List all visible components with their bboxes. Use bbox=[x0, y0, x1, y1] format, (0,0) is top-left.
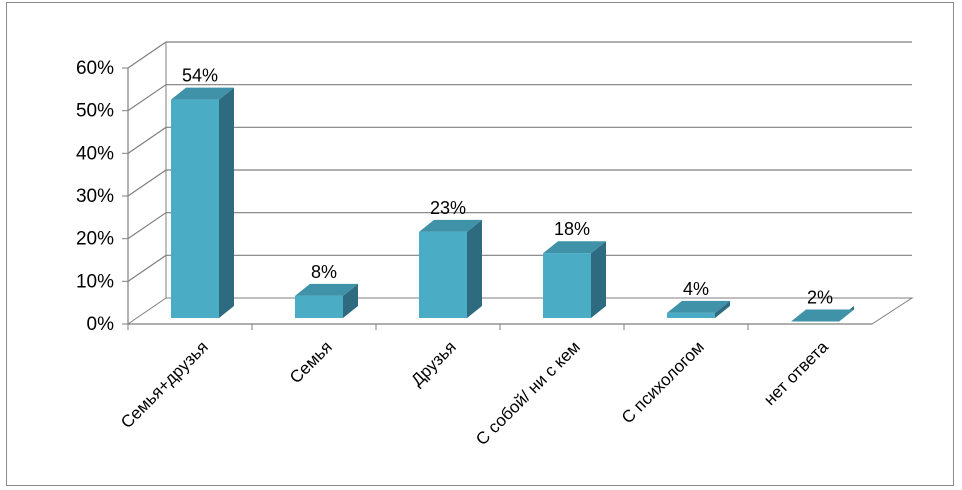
data-label: 54% bbox=[182, 66, 218, 86]
y-tick-label: 60% bbox=[76, 58, 114, 79]
bar bbox=[543, 241, 606, 318]
bar-side bbox=[591, 241, 606, 318]
bar-front bbox=[419, 231, 467, 318]
x-tick-label: Семья bbox=[286, 337, 336, 387]
data-label: 18% bbox=[554, 219, 590, 239]
bars-layer bbox=[171, 87, 854, 322]
y-tick-label: 50% bbox=[76, 101, 114, 122]
gridline bbox=[127, 41, 912, 69]
bar-front bbox=[295, 295, 343, 318]
bar bbox=[419, 219, 482, 318]
y-tick-label: 40% bbox=[76, 143, 114, 164]
bar-top bbox=[171, 87, 234, 100]
x-tick-label: нет ответа bbox=[760, 337, 832, 409]
x-tick-label: Друзья bbox=[407, 337, 459, 389]
bar-top bbox=[667, 300, 730, 313]
bar-front bbox=[171, 99, 219, 318]
bar-side bbox=[219, 87, 234, 318]
bar-front bbox=[667, 312, 715, 318]
gridline bbox=[127, 254, 912, 282]
data-labels-layer: 54% 8% 23% 18% 4% 2% bbox=[182, 66, 833, 308]
x-tick-label: С собой/ ни с кем bbox=[472, 337, 584, 449]
y-tick-label: 30% bbox=[76, 186, 114, 207]
data-label: 4% bbox=[683, 279, 709, 299]
data-label: 8% bbox=[311, 262, 337, 282]
bar-top bbox=[295, 283, 358, 296]
bar-side bbox=[467, 219, 482, 318]
bar bbox=[295, 283, 358, 318]
bar bbox=[667, 300, 730, 318]
y-tick-label: 20% bbox=[76, 229, 114, 250]
y-tick-label: 10% bbox=[76, 271, 114, 292]
bar bbox=[791, 306, 854, 322]
y-tick-label: 0% bbox=[87, 314, 115, 335]
bar-front bbox=[543, 253, 591, 318]
data-label: 23% bbox=[430, 198, 466, 218]
gridline bbox=[127, 169, 912, 197]
y-axis: 0% 10% 20% 30% 40% 50% 60% bbox=[76, 58, 128, 335]
x-tick-label: С психологом bbox=[618, 337, 708, 427]
grid-layer bbox=[126, 41, 914, 325]
bar-top bbox=[543, 241, 606, 254]
bar-top bbox=[791, 309, 854, 322]
x-axis: Семья+друзья Семья Друзья С собой/ ни с кем… bbox=[117, 324, 832, 449]
gridline bbox=[127, 84, 912, 112]
gridline bbox=[127, 126, 912, 154]
gridline bbox=[127, 212, 912, 240]
bar-top bbox=[419, 219, 482, 232]
bar-side bbox=[715, 300, 730, 318]
data-label: 2% bbox=[807, 287, 833, 307]
bar bbox=[171, 87, 234, 318]
x-tick-label: Семья+друзья bbox=[117, 337, 212, 432]
bar-side bbox=[343, 283, 358, 318]
